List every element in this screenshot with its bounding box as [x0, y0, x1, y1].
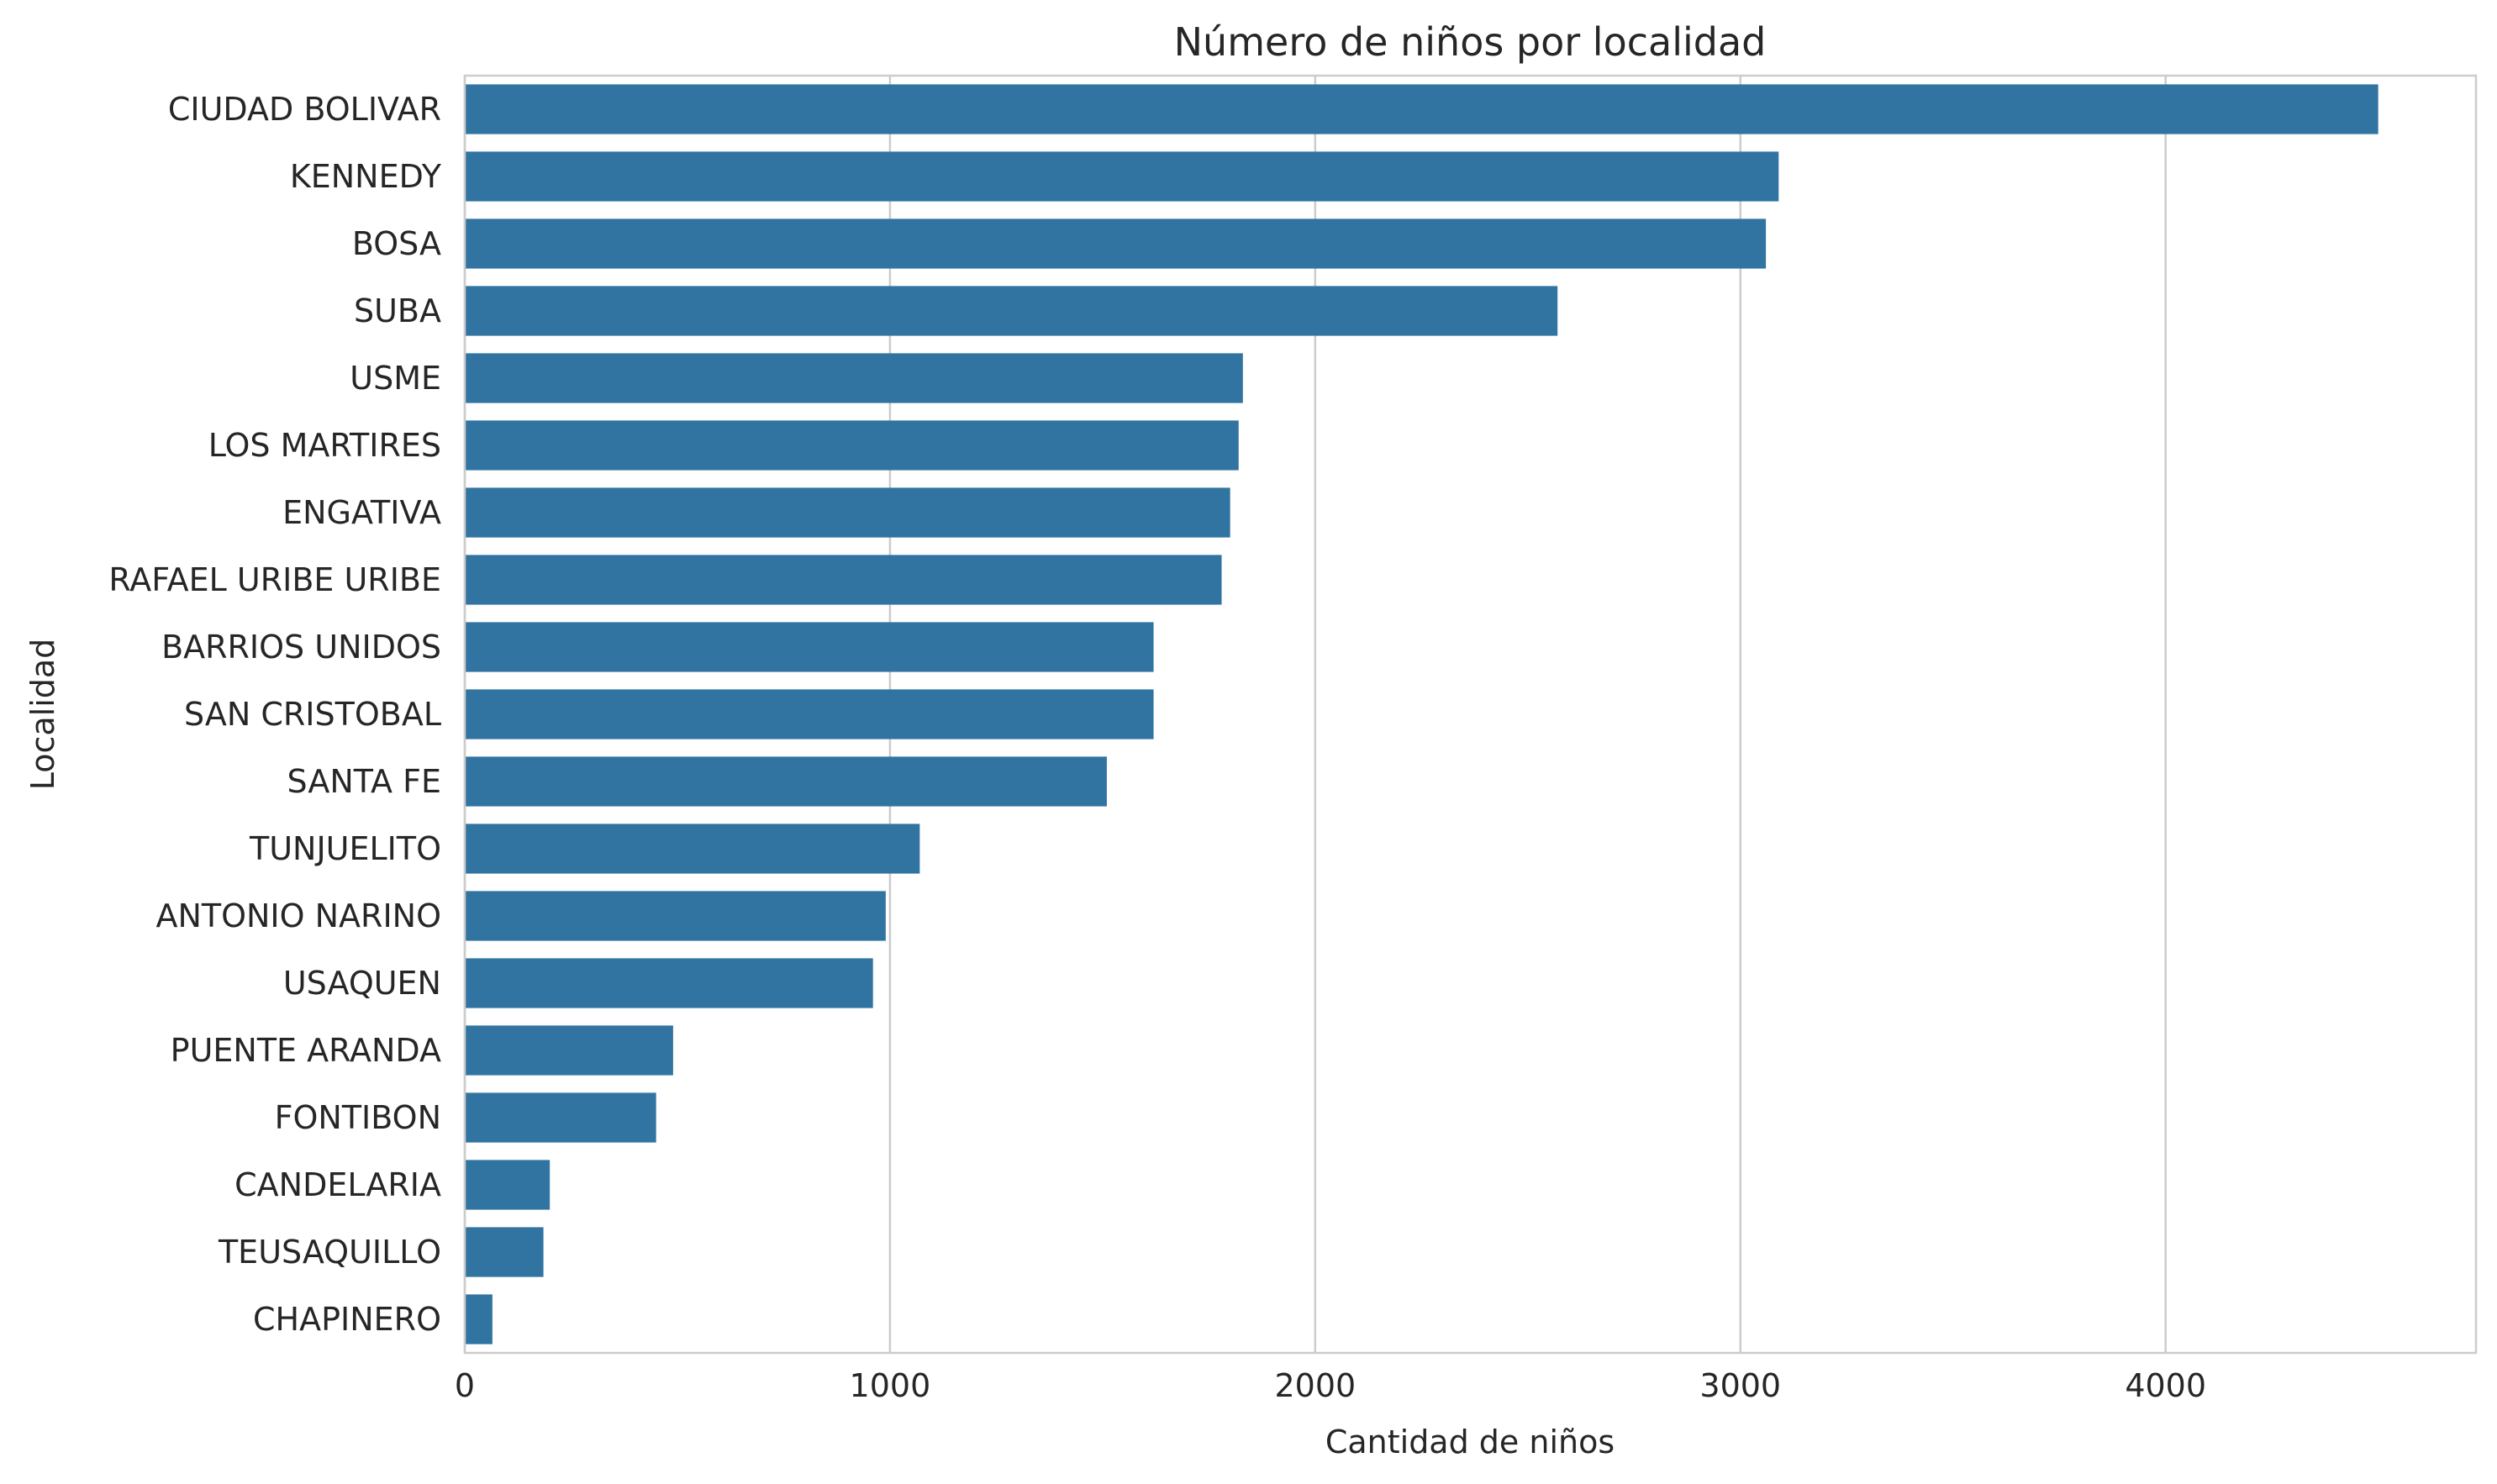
y-tick-label: SANTA FE: [287, 763, 441, 800]
y-tick-label: BOSA: [352, 225, 441, 262]
bar: [465, 1092, 656, 1143]
bar: [465, 1160, 550, 1210]
bars: [465, 84, 2378, 1345]
plot-frame: [463, 74, 2478, 1355]
bar: [465, 487, 1230, 538]
x-axis-title: Cantidad de niños: [1325, 1423, 1615, 1460]
chart-title: Número de niños por localidad: [1174, 19, 1767, 65]
bar: [465, 218, 1767, 269]
y-tick-label: RAFAEL URIBE URIBE: [108, 561, 441, 598]
y-tick-label: USAQUEN: [283, 965, 441, 1002]
x-tick-labels: 0 1000 2000 3000 4000: [455, 1367, 2206, 1404]
bar: [465, 353, 1243, 403]
bar: [465, 891, 886, 941]
y-tick-label: BARRIOS UNIDOS: [161, 629, 441, 666]
bar: [465, 958, 873, 1008]
y-tick-label: SAN CRISTOBAL: [184, 696, 441, 733]
x-tick-label: 1000: [850, 1367, 931, 1404]
bar: [465, 84, 2378, 134]
y-axis-title: Localidad: [24, 639, 61, 791]
y-tick-labels: CIUDAD BOLIVAR KENNEDY BOSA SUBA USME LOS MAR…: [108, 91, 441, 1338]
y-tick-label: FONTIBON: [275, 1099, 441, 1136]
bar: [465, 824, 920, 874]
x-tick-label: 4000: [2125, 1367, 2206, 1404]
y-tick-label: ANTONIO NARINO: [155, 897, 441, 934]
bar: [465, 420, 1239, 471]
y-tick-label: PUENTE ARANDA: [171, 1032, 441, 1069]
y-tick-label: CIUDAD BOLIVAR: [168, 91, 441, 128]
y-tick-label: CANDELARIA: [234, 1166, 441, 1203]
x-tick-label: 3000: [1699, 1367, 1781, 1404]
y-tick-label: ENGATIVA: [282, 494, 441, 531]
bar: [465, 286, 1558, 336]
y-tick-label: SUBA: [354, 292, 441, 329]
bar: [465, 151, 1779, 202]
y-tick-label: LOS MARTIRES: [208, 427, 441, 464]
bar: [465, 555, 1222, 605]
y-tick-label: KENNEDY: [290, 158, 442, 195]
bar: [465, 1025, 673, 1076]
bar: [465, 756, 1107, 807]
y-tick-label: TEUSAQUILLO: [218, 1234, 441, 1271]
bar: [465, 622, 1154, 672]
x-tick-label: 0: [455, 1367, 475, 1404]
bar: [465, 1227, 544, 1277]
bar: [465, 1294, 493, 1345]
y-tick-label: TUNJUELITO: [249, 830, 441, 867]
y-tick-label: USME: [350, 360, 441, 397]
bar: [465, 689, 1154, 739]
y-tick-label: CHAPINERO: [253, 1301, 441, 1338]
x-tick-label: 2000: [1274, 1367, 1356, 1404]
